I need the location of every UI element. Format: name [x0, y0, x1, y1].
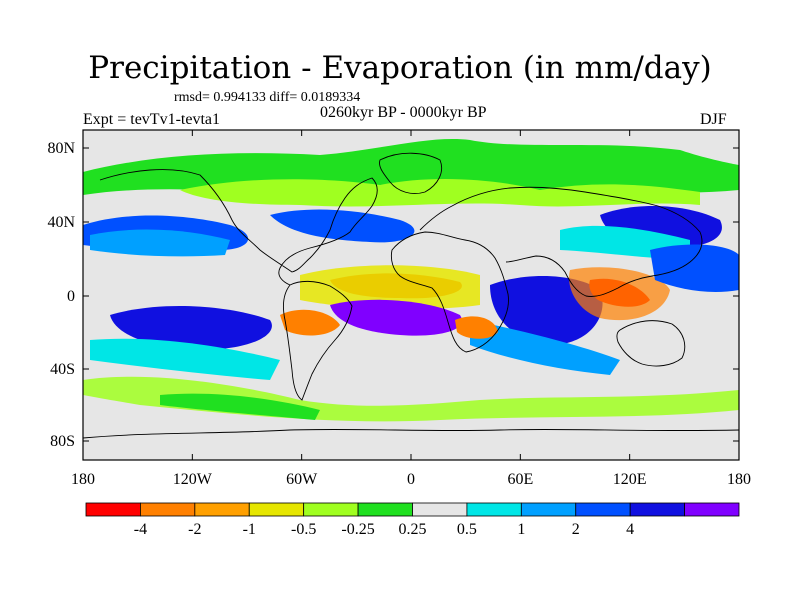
colorbar-label: -2 — [188, 521, 201, 538]
contour-southpacific-cyan — [90, 338, 280, 380]
coast-south-america — [282, 280, 353, 401]
x-tick-label: 120W — [173, 471, 213, 488]
y-tick-label: 80N — [47, 140, 75, 157]
coast-north-america — [99, 169, 378, 286]
contour-sa-orange — [280, 309, 340, 336]
colorbar-swatch — [85, 502, 141, 517]
x-tick-label: 180 — [727, 471, 751, 488]
colorbar-label: -0.5 — [291, 521, 316, 538]
colorbar-swatch — [684, 502, 740, 517]
contour-north-lime — [180, 178, 700, 207]
figure-title: Precipitation - Evaporation (in mm/day) — [88, 50, 712, 86]
contour-itcz-atlantic-yellow — [300, 265, 480, 310]
contour-southpacific-blue — [110, 305, 272, 350]
colorbar-swatch — [248, 502, 305, 517]
colorbar-swatch — [140, 502, 196, 517]
colorbar-swatch — [357, 502, 413, 517]
y-axis-ticks: 80N 40N 0 40S 80S — [47, 140, 739, 450]
colorbar-label: -0.25 — [341, 521, 374, 538]
colorbar-label: 0.25 — [399, 521, 427, 538]
colorbar-label: 0.5 — [457, 521, 477, 538]
contour-npacific-cyan — [90, 229, 230, 257]
contour-africa-orange — [455, 316, 498, 339]
x-tick-label: 180 — [71, 471, 95, 488]
colorbar-label: 2 — [572, 521, 580, 538]
x-tick-label: 0 — [407, 471, 415, 488]
y-tick-label: 0 — [67, 288, 75, 305]
contour-wpacific-blue — [650, 244, 739, 292]
colorbar-swatch — [520, 502, 577, 517]
x-tick-label: 60W — [286, 471, 318, 488]
contour-indian-cyan — [470, 320, 620, 375]
colorbar-swatch — [466, 502, 522, 517]
period-label: 0260kyr BP - 0000kyr BP — [320, 104, 487, 121]
colorbar-swatch — [575, 502, 631, 517]
colorbar-swatch — [629, 502, 685, 517]
contour-maritime-orange — [569, 267, 670, 321]
season-label: DJF — [700, 111, 727, 128]
y-tick-label: 80S — [50, 433, 75, 450]
coast-africa-eurasia — [390, 231, 509, 353]
colorbar-label: 1 — [517, 521, 525, 538]
x-tick-label: 120E — [613, 471, 647, 488]
colorbar-label: -1 — [243, 521, 256, 538]
contour-south-green2 — [160, 393, 320, 420]
x-axis-ticks: 180 120W 60W 0 60E 120E 180 — [71, 130, 751, 488]
x-tick-label: 60E — [507, 471, 533, 488]
coastlines — [83, 152, 739, 439]
coast-antarctica — [83, 428, 739, 439]
contour-samerica-purple — [330, 299, 462, 336]
colorbar-label: -4 — [134, 521, 147, 538]
stats-text: rmsd= 0.994133 diff= 0.0189334 — [174, 90, 361, 105]
colorbar-label: 4 — [626, 521, 634, 538]
colorbar: -4 -2 -1 -0.5 -0.25 0.25 0.5 1 2 4 — [85, 502, 740, 538]
coast-eurasia — [419, 186, 703, 297]
colorbar-swatch — [303, 502, 359, 517]
experiment-label: Expt = tevTv1-tevta1 — [83, 111, 220, 128]
coast-greenland — [379, 152, 443, 194]
y-tick-label: 40N — [47, 214, 75, 231]
contour-natlantic-blue — [270, 209, 415, 243]
colorbar-swatch — [194, 502, 250, 517]
contour-fields — [83, 138, 739, 422]
coast-australia — [616, 320, 686, 367]
y-tick-label: 40S — [50, 361, 75, 378]
colorbar-swatch — [412, 502, 468, 517]
